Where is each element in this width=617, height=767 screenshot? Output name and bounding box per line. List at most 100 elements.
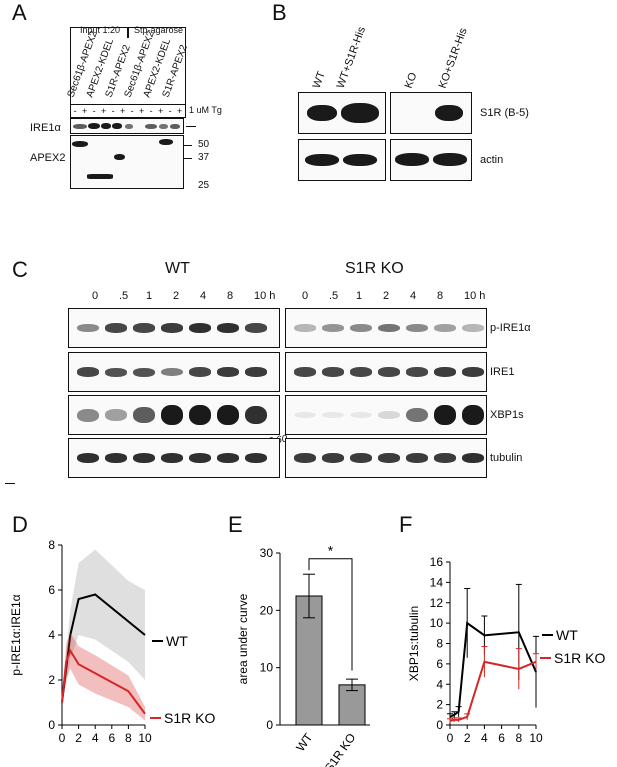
row-label-apex2: APEX2 <box>30 152 66 164</box>
blot-band <box>105 409 127 421</box>
y-tick-label: 10 <box>430 616 444 630</box>
group-label-input: Input 1:20 <box>80 25 121 35</box>
lane-label: WT <box>310 69 328 90</box>
blot-s1r-left <box>298 92 386 134</box>
x-tick-label: 6 <box>108 731 115 745</box>
blot-band <box>77 324 99 332</box>
timepoint-label: 10 h <box>464 290 486 302</box>
y-tick-label: 12 <box>430 596 444 610</box>
row-label-ire1a: IRE1α <box>30 122 61 134</box>
y-tick-label: 0 <box>436 718 443 732</box>
blot-band <box>462 367 484 377</box>
blot-band <box>462 324 484 332</box>
bar <box>338 684 366 726</box>
blot-strip <box>68 395 280 435</box>
timepoint-label: 8 <box>437 290 444 302</box>
mw-50: 50 <box>198 139 210 150</box>
y-tick-label: 30 <box>260 546 274 560</box>
timepoint-label: 2 <box>173 290 180 302</box>
blot-band <box>161 323 183 333</box>
blot-band <box>217 323 239 333</box>
timepoint-label: .5 <box>119 290 129 302</box>
tg-label: 1 uM Tg <box>189 105 222 115</box>
blot-band <box>406 324 428 332</box>
timepoint-label: 8 <box>227 290 234 302</box>
row-label-ire1: IRE1 <box>490 366 515 378</box>
blot-band <box>322 367 344 377</box>
y-tick-label: 20 <box>260 603 274 617</box>
significance-label: * <box>328 543 334 559</box>
blot-band <box>294 367 316 377</box>
row-label-actin: actin <box>480 154 504 166</box>
blot-band <box>462 453 484 463</box>
y-tick-label: 2 <box>436 698 443 712</box>
blot-strip <box>68 308 280 348</box>
panel-letter-f: F <box>399 512 413 537</box>
timepoint-label: 4 <box>200 290 207 302</box>
panel-letter-d: D <box>12 512 28 537</box>
legend-label: WT <box>166 633 188 649</box>
y-tick-label: 6 <box>436 657 443 671</box>
blot-strip <box>285 308 487 348</box>
row-label-s1r: S1R (B-5) <box>480 107 529 119</box>
legend-label: WT <box>556 627 578 643</box>
timepoint-label: 2 <box>383 290 390 302</box>
group-label-wt: WT <box>165 260 190 277</box>
x-tick-label: 4 <box>481 731 488 745</box>
blot-band <box>189 323 211 333</box>
blot-band <box>350 453 372 463</box>
blot-s1r-right <box>390 92 472 134</box>
blot-band <box>378 323 400 333</box>
blot-band <box>77 453 99 463</box>
blot-band <box>294 324 316 332</box>
blot-apex2 <box>70 135 184 189</box>
x-tick-label: 2 <box>464 731 471 745</box>
blot-band <box>322 453 344 463</box>
y-tick-label: 2 <box>48 673 55 687</box>
blot-strip <box>68 438 280 478</box>
blot-band <box>378 453 400 463</box>
timepoint-label: 1 <box>356 290 363 302</box>
series-line <box>449 621 537 718</box>
blot-band <box>406 407 428 423</box>
timepoint-label: 10 h <box>254 290 276 302</box>
series-line <box>61 648 146 715</box>
blot-band <box>406 453 428 463</box>
timepoint-label: .5 <box>329 290 339 302</box>
blot-band <box>217 367 239 377</box>
row-label-pire1a: p-IRE1α <box>490 322 531 334</box>
x-tick-label: WT <box>293 730 316 754</box>
blot-band <box>217 453 239 463</box>
y-tick-label: 4 <box>436 677 443 691</box>
blot-band <box>105 323 127 333</box>
mw-25: 25 <box>198 180 210 191</box>
blot-strip <box>285 352 487 392</box>
blot-band <box>245 453 267 463</box>
timepoint-label: 1 <box>146 290 153 302</box>
blot-band <box>350 367 372 377</box>
blot-actin-right <box>390 139 472 181</box>
blot-band <box>189 367 211 377</box>
panel-letter-a: A <box>12 0 27 25</box>
lane-label: WT+S1R-His <box>334 25 369 91</box>
blot-band <box>322 324 344 332</box>
legend-label: S1R KO <box>164 710 215 726</box>
group-label-stp: Stp-agarose <box>134 25 184 35</box>
x-tick-label: 2 <box>75 731 82 745</box>
blot-band <box>133 407 155 423</box>
blot-band <box>217 405 239 425</box>
blot-band <box>294 453 316 463</box>
blot-band <box>434 405 456 425</box>
y-tick-label: 10 <box>260 661 274 675</box>
blot-band <box>77 408 99 422</box>
panel-c: WT S1R KO 0 .5 1 2 4 8 10 h 0 .5 1 2 4 8 10 h p-IRE1… <box>0 250 617 495</box>
x-tick-label: 8 <box>125 731 132 745</box>
x-tick-label: S1R KO <box>322 731 359 767</box>
legend-label: S1R KO <box>554 650 605 666</box>
blot-band <box>105 453 127 463</box>
panel-letter-c: C <box>12 257 28 282</box>
row-label-tubulin: tubulin <box>490 452 523 464</box>
x-tick-label: 8 <box>515 731 522 745</box>
